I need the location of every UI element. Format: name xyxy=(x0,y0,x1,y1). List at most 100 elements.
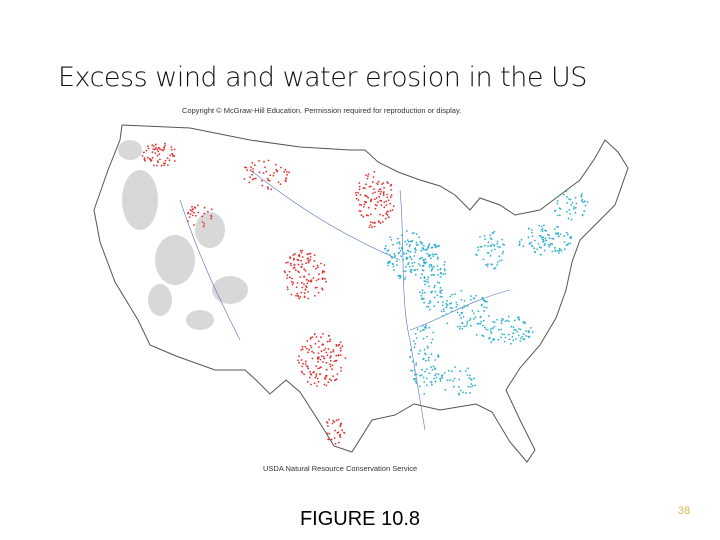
erosion-dot xyxy=(465,370,467,372)
erosion-dot xyxy=(380,190,382,193)
erosion-dot xyxy=(446,304,449,306)
erosion-dot xyxy=(414,343,417,345)
erosion-dot xyxy=(382,194,385,197)
erosion-dot xyxy=(307,259,310,262)
erosion-dot xyxy=(479,315,482,318)
erosion-dot xyxy=(441,315,444,317)
erosion-dot xyxy=(288,171,290,174)
erosion-dot xyxy=(492,321,494,323)
erosion-dot xyxy=(153,164,155,167)
erosion-dot xyxy=(479,236,481,238)
erosion-dot xyxy=(203,212,206,215)
erosion-dot xyxy=(243,178,246,180)
erosion-dot xyxy=(368,226,371,229)
erosion-dot xyxy=(359,210,362,213)
erosion-dot xyxy=(397,252,400,255)
erosion-dot xyxy=(426,335,428,338)
erosion-dot xyxy=(284,179,287,182)
erosion-dot xyxy=(545,239,547,242)
river xyxy=(179,199,241,341)
erosion-dot xyxy=(323,270,326,273)
erosion-dot xyxy=(298,355,300,358)
erosion-dot xyxy=(365,174,367,177)
erosion-dot xyxy=(300,251,303,254)
erosion-dot xyxy=(301,249,304,252)
erosion-dot xyxy=(494,266,497,269)
erosion-dot xyxy=(293,263,296,266)
erosion-dot xyxy=(491,243,494,246)
erosion-dot xyxy=(443,310,445,313)
erosion-dot xyxy=(389,210,392,212)
erosion-dot xyxy=(145,149,148,152)
erosion-dot xyxy=(193,211,195,214)
erosion-dot xyxy=(543,244,546,247)
erosion-dot xyxy=(321,287,323,290)
erosion-dot xyxy=(320,366,322,369)
erosion-dot xyxy=(386,193,388,196)
erosion-dot xyxy=(414,377,417,380)
erosion-dot xyxy=(482,319,485,322)
erosion-dot xyxy=(463,325,466,328)
erosion-dot xyxy=(154,148,156,151)
erosion-dot xyxy=(433,253,436,256)
erosion-dot xyxy=(362,187,365,190)
erosion-dot xyxy=(424,370,426,373)
erosion-dot xyxy=(291,277,293,280)
erosion-dot xyxy=(527,236,530,239)
erosion-dot xyxy=(393,269,395,272)
erosion-dot xyxy=(387,210,389,213)
erosion-dot xyxy=(450,310,453,313)
erosion-dot xyxy=(333,437,336,439)
erosion-dot xyxy=(500,336,502,339)
erosion-dot xyxy=(490,341,493,344)
erosion-dot xyxy=(522,333,525,336)
erosion-dot xyxy=(492,339,495,341)
erosion-dot xyxy=(385,212,388,215)
erosion-dot xyxy=(506,319,509,322)
erosion-dot xyxy=(322,343,324,346)
erosion-dot xyxy=(173,155,176,157)
erosion-dot xyxy=(482,258,485,261)
erosion-dot xyxy=(151,144,154,147)
erosion-dot xyxy=(528,335,531,338)
erosion-dot xyxy=(436,294,439,296)
erosion-dot xyxy=(462,391,464,394)
erosion-dot xyxy=(469,317,472,320)
erosion-dot xyxy=(437,269,439,271)
erosion-dot xyxy=(485,306,488,309)
erosion-dot xyxy=(373,170,376,173)
erosion-dot xyxy=(372,176,375,178)
erosion-dot xyxy=(467,367,469,370)
erosion-dot xyxy=(417,243,419,246)
erosion-dot xyxy=(430,265,433,268)
erosion-dot xyxy=(469,386,472,388)
erosion-dot xyxy=(191,205,193,208)
erosion-dot xyxy=(453,377,456,380)
erosion-dot xyxy=(187,220,189,223)
erosion-dot xyxy=(283,170,285,173)
erosion-dot xyxy=(428,285,431,288)
erosion-dot xyxy=(449,306,452,309)
erosion-dot xyxy=(301,345,304,348)
erosion-dot xyxy=(293,266,296,269)
erosion-dot xyxy=(428,302,430,305)
erosion-dot xyxy=(343,432,346,434)
erosion-dot xyxy=(272,174,275,177)
erosion-dot xyxy=(430,353,433,356)
erosion-dot xyxy=(541,228,544,230)
erosion-dot xyxy=(167,164,169,166)
erosion-dot xyxy=(210,214,213,217)
erosion-dot xyxy=(493,230,496,233)
erosion-dot xyxy=(409,244,411,246)
erosion-dot xyxy=(530,229,533,231)
patch xyxy=(195,212,225,248)
erosion-dot xyxy=(323,383,326,386)
erosion-dot xyxy=(581,200,583,203)
erosion-dot xyxy=(300,359,303,361)
erosion-dot xyxy=(426,252,428,255)
erosion-dot xyxy=(414,380,417,383)
erosion-dot xyxy=(323,349,325,351)
erosion-dot xyxy=(316,264,319,267)
erosion-dot xyxy=(458,378,461,381)
erosion-dot xyxy=(371,181,374,184)
